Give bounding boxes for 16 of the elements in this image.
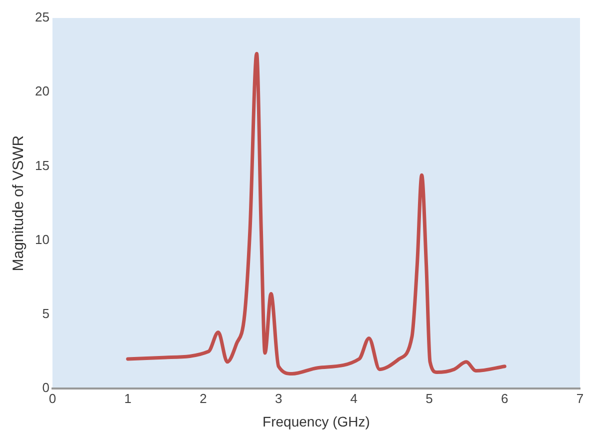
y-tick-label: 5 <box>42 306 50 322</box>
x-tick-label: 7 <box>576 390 584 406</box>
y-axis-title: Magnitude of VSWR <box>10 135 28 272</box>
y-tick-label: 15 <box>34 158 50 173</box>
y-tick-label: 20 <box>34 84 50 99</box>
y-tick-label: 10 <box>34 232 50 247</box>
x-tick-label: 3 <box>274 390 282 406</box>
x-tick-label: 1 <box>124 390 132 406</box>
x-tick-label: 6 <box>501 390 508 406</box>
y-tick-label: 0 <box>42 380 50 396</box>
x-axis-title: Frequency (GHz) <box>262 413 370 430</box>
line-series <box>126 52 506 376</box>
x-tick-label: 2 <box>200 390 207 406</box>
y-tick-label: 25 <box>34 10 50 25</box>
x-tick-label: 4 <box>350 390 358 406</box>
x-tick-label: 5 <box>426 390 433 406</box>
